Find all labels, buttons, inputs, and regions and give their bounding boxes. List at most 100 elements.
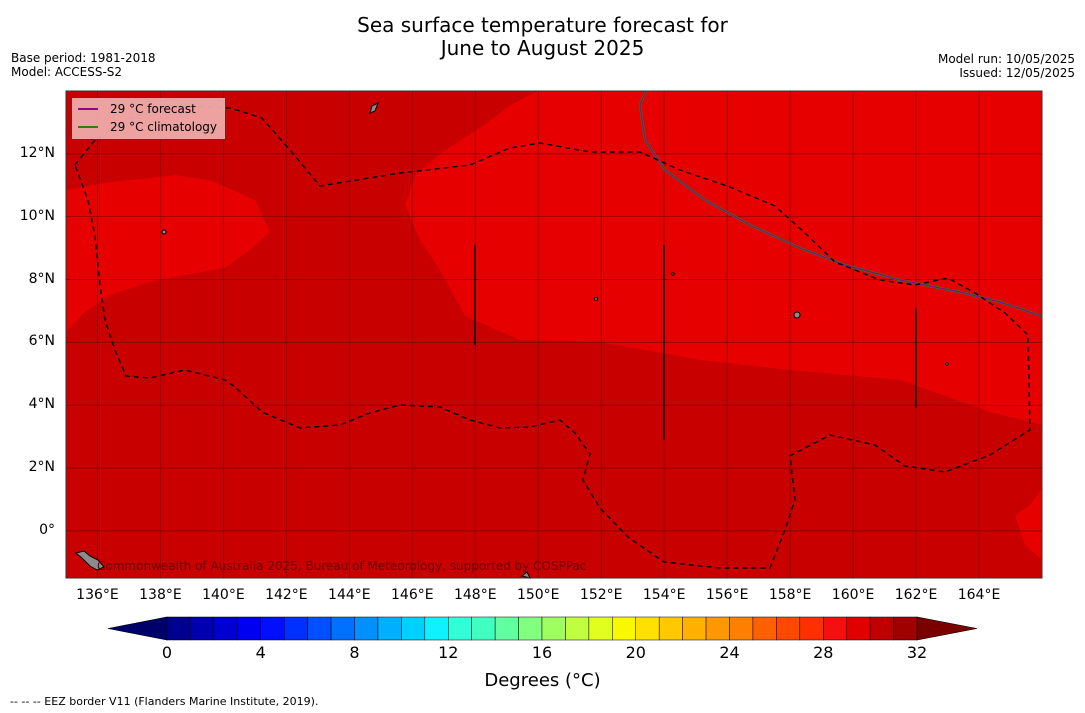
colorbar-swatch bbox=[823, 616, 847, 641]
lon-tick-label: 154°E bbox=[642, 587, 686, 603]
title-line-1: Sea surface temperature forecast for bbox=[357, 13, 728, 37]
lat-tick-label: 12°N bbox=[19, 144, 55, 161]
lat-tick-label: 6°N bbox=[28, 333, 55, 350]
colorbar-swatch bbox=[658, 616, 683, 641]
colorbar-swatch bbox=[869, 616, 894, 641]
island-dot-3 bbox=[945, 362, 949, 366]
lon-tick-label: 148°E bbox=[453, 587, 497, 603]
lon-tick-label: 140°E bbox=[202, 587, 245, 603]
colorbar-extend-high bbox=[916, 616, 978, 641]
colorbar-swatch bbox=[705, 616, 730, 641]
temp-band-28-29-southeast bbox=[1015, 488, 1042, 560]
colorbar-tick-label: 8 bbox=[349, 643, 360, 662]
island-new-guinea-fragment bbox=[74, 550, 105, 571]
forecast-29c-line bbox=[639, 90, 1043, 317]
colorbar-swatch bbox=[307, 616, 332, 641]
lon-tick-label: 142°E bbox=[265, 587, 308, 603]
colorbar-swatch bbox=[799, 616, 824, 641]
model-name: Model: ACCESS-S2 bbox=[11, 65, 123, 79]
colorbar-swatch bbox=[330, 616, 355, 641]
lon-tick-label: 156°E bbox=[705, 587, 749, 603]
eez-borders bbox=[74, 104, 1031, 569]
legend-forecast-swatch bbox=[78, 108, 98, 110]
colorbar-tick-label: 12 bbox=[438, 643, 459, 662]
colorbar-swatch bbox=[588, 616, 613, 641]
colorbar-tick-label: 28 bbox=[813, 643, 834, 662]
issued-date: Issued: 12/05/2025 bbox=[959, 66, 1075, 80]
colorbar-tick-label: 4 bbox=[255, 643, 266, 662]
map-panel bbox=[65, 90, 1043, 579]
map-frame bbox=[65, 90, 1043, 579]
colorbar-swatch bbox=[471, 616, 496, 641]
colorbar-swatch bbox=[494, 616, 519, 641]
title-line-2: June to August 2025 bbox=[440, 36, 645, 60]
lon-tick-label: 138°E bbox=[139, 587, 182, 603]
colorbar-tick-label: 16 bbox=[531, 643, 553, 662]
chart-title: Sea surface temperature forecast for Jun… bbox=[0, 14, 1085, 60]
lon-tick-label: 136°E bbox=[76, 587, 119, 603]
colorbar-swatch bbox=[846, 616, 871, 641]
colorbar-tick-label: 20 bbox=[625, 643, 646, 662]
legend-climatology: 29 °C climatology bbox=[78, 120, 217, 134]
island-guam bbox=[369, 101, 379, 114]
lon-tick-label: 146°E bbox=[391, 587, 434, 603]
legend-forecast-label: 29 °C forecast bbox=[110, 102, 196, 116]
colorbar-swatch bbox=[237, 616, 261, 641]
model-run: Model run: 10/05/2025 bbox=[937, 52, 1075, 66]
colorbar-extend-low bbox=[107, 616, 168, 641]
eez-border-palau-png bbox=[74, 104, 1031, 569]
lon-tick-label: 152°E bbox=[579, 587, 623, 603]
lat-tick-label: 2°N bbox=[28, 459, 55, 476]
map-legend: 29 °C forecast 29 °C climatology bbox=[71, 97, 226, 140]
colorbar-swatch bbox=[518, 616, 543, 641]
island-pohnpei bbox=[793, 311, 801, 319]
lat-tick-label: 8°N bbox=[28, 270, 55, 287]
colorbar-tick-label: 32 bbox=[906, 643, 928, 662]
temp-band-28-29-east bbox=[405, 91, 1042, 425]
lat-tick-label: 4°N bbox=[28, 396, 55, 413]
colorbar-swatch bbox=[213, 616, 238, 641]
island-small-south bbox=[520, 571, 531, 579]
colorbar-swatch bbox=[565, 616, 590, 641]
colorbar-swatch bbox=[166, 616, 191, 641]
temp-band-28-29-west bbox=[66, 175, 270, 332]
colorbar-swatch bbox=[893, 616, 918, 641]
lon-tick-label: 158°E bbox=[768, 587, 812, 603]
island-dot-1 bbox=[161, 229, 167, 235]
colorbar-swatch bbox=[776, 616, 801, 641]
colorbar-tick-label: 24 bbox=[719, 643, 740, 662]
colorbar-swatch bbox=[401, 616, 426, 641]
colorbar-swatch bbox=[541, 616, 566, 641]
lon-tick-label: 160°E bbox=[831, 587, 875, 603]
colorbar-swatch bbox=[612, 616, 636, 641]
colorbar-swatch bbox=[377, 616, 402, 641]
base-period-info: Base period: 1981-2018 Model: ACCESS-S2 bbox=[11, 51, 156, 79]
lon-tick-label: 150°E bbox=[516, 587, 560, 603]
colorbar-swatch bbox=[354, 616, 379, 641]
model-run-info: Model run: 10/05/2025 Issued: 12/05/2025 bbox=[938, 52, 1075, 80]
island-dot-2 bbox=[594, 297, 598, 301]
legend-forecast: 29 °C forecast bbox=[78, 102, 196, 116]
lon-tick-label: 162°E bbox=[894, 587, 938, 603]
colorbar-swatch bbox=[260, 616, 285, 641]
legend-climatology-swatch bbox=[78, 126, 98, 128]
colorbar-swatch bbox=[424, 616, 449, 641]
lat-tick-label: 0° bbox=[39, 521, 55, 538]
colorbar-title: Degrees (°C) bbox=[484, 670, 601, 691]
colorbar-swatch bbox=[729, 616, 754, 641]
colorbar-swatch bbox=[448, 616, 472, 641]
legend-climatology-label: 29 °C climatology bbox=[110, 120, 218, 134]
island-dot-4 bbox=[671, 272, 675, 276]
islands bbox=[74, 101, 949, 579]
colorbar-swatch bbox=[752, 616, 777, 641]
eez-footnote: -- -- -- EEZ border V11 (Flanders Marine… bbox=[10, 695, 319, 708]
colorbar-tick-label: 0 bbox=[161, 643, 173, 662]
base-period: Base period: 1981-2018 bbox=[11, 51, 156, 65]
lon-tick-label: 164°E bbox=[957, 587, 1001, 603]
colorbar-swatch bbox=[635, 616, 660, 641]
colorbar bbox=[107, 616, 978, 641]
colorbar-swatch bbox=[190, 616, 215, 641]
lon-tick-label: 144°E bbox=[328, 587, 371, 603]
lat-tick-label: 10°N bbox=[19, 207, 55, 224]
